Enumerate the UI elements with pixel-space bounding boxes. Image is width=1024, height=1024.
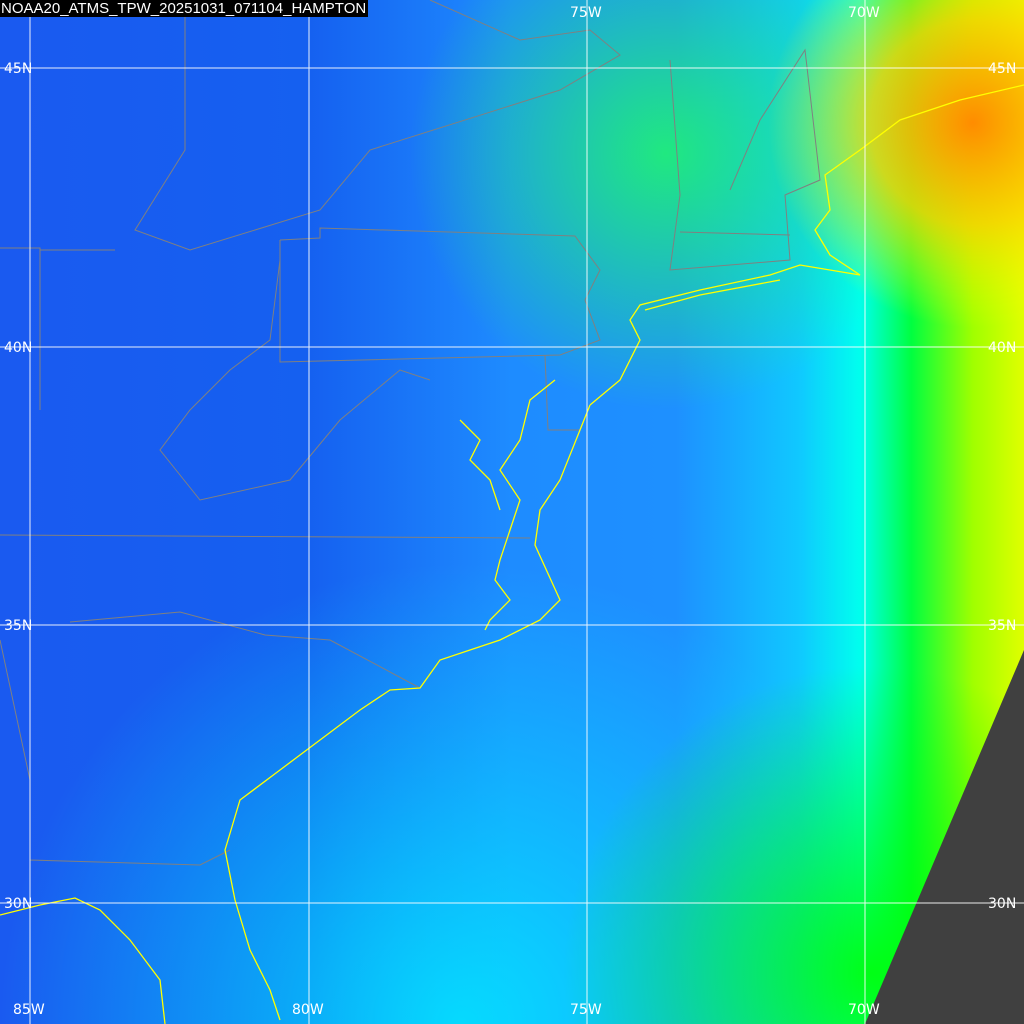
state-borders (0, 0, 821, 866)
lon-label-bottom-80w: 80W (292, 1002, 324, 1018)
lat-label-right-30n: 30N (988, 896, 1017, 912)
lon-label-bottom-70w: 70W (848, 1002, 880, 1018)
lat-label-right-45n: 45N (988, 61, 1017, 77)
lat-label-left-35n: 35N (4, 618, 33, 634)
lat-label-left-45n: 45N (4, 61, 33, 77)
image-title: NOAA20_ATMS_TPW_20251031_071104_HAMPTON (0, 0, 369, 17)
lat-label-right-35n: 35N (988, 618, 1017, 634)
lat-label-left-30n: 30N (4, 896, 33, 912)
lon-label-bottom-75w: 75W (570, 1002, 602, 1018)
lon-label-top-70w: 70W (848, 5, 880, 21)
lat-label-right-40n: 40N (988, 340, 1017, 356)
lon-label-bottom-85w: 85W (13, 1002, 45, 1018)
lat-label-left-40n: 40N (4, 340, 33, 356)
no-data-region (865, 650, 1024, 1024)
lon-label-top-75w: 75W (570, 5, 602, 21)
coastline (0, 84, 1024, 1024)
